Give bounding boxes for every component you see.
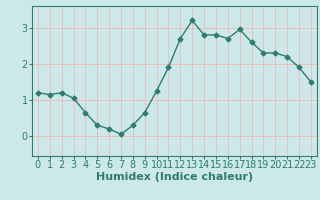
X-axis label: Humidex (Indice chaleur): Humidex (Indice chaleur) [96, 172, 253, 182]
